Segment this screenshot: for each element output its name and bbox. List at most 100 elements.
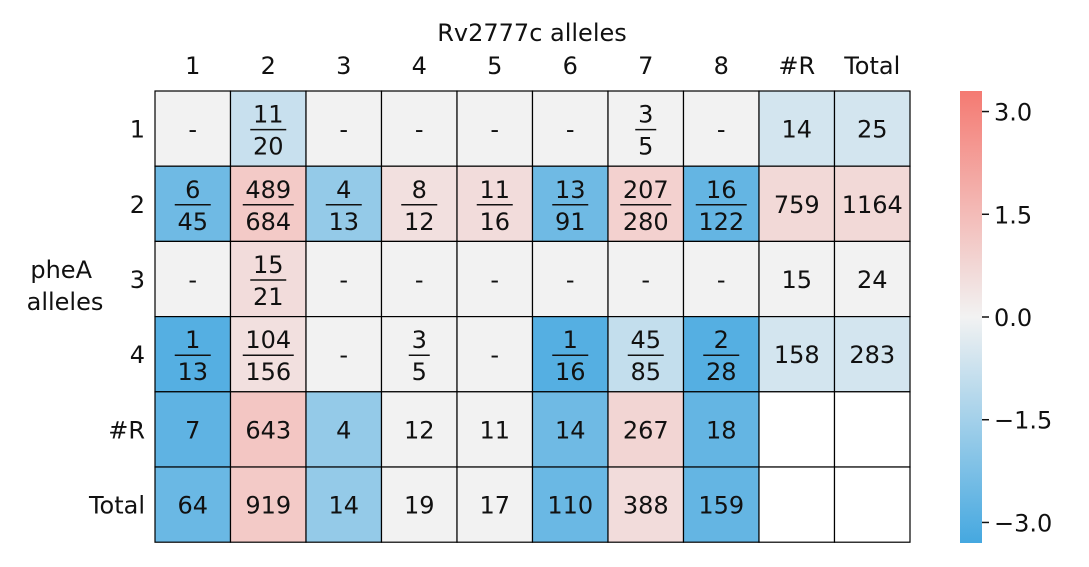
cell-value: 14 — [781, 116, 812, 144]
cell-value: - — [717, 116, 726, 144]
cell-value: 24 — [857, 266, 888, 294]
cell-value: - — [188, 116, 197, 144]
y-axis-label: pheA alleles — [27, 256, 104, 316]
cell-value: - — [339, 116, 348, 144]
heatmap-cell — [682, 391, 760, 468]
cell-denominator: 28 — [706, 358, 737, 386]
column-tick-label: Total — [843, 52, 900, 80]
cell-value: - — [566, 266, 575, 294]
cell-numerator: 1 — [563, 326, 578, 354]
cell-value: 7 — [185, 416, 200, 444]
column-tick-label: 8 — [714, 52, 729, 80]
cell-value: - — [188, 266, 197, 294]
heatmap-cell — [607, 165, 685, 242]
cell-numerator: 6 — [185, 176, 200, 204]
cell-value: 25 — [857, 116, 888, 144]
cell-value: 919 — [245, 492, 291, 520]
cell-denominator: 122 — [698, 208, 744, 236]
cell-denominator: 21 — [253, 283, 284, 311]
cell-numerator: 1 — [185, 326, 200, 354]
cell-value: 759 — [774, 191, 820, 219]
colorbar-tick-label: 0.0 — [994, 304, 1032, 332]
cell-value: 14 — [555, 416, 586, 444]
cell-denominator: 45 — [177, 208, 208, 236]
cell-value: - — [339, 266, 348, 294]
cell-value: 12 — [404, 416, 435, 444]
cell-value: - — [641, 266, 650, 294]
cell-denominator: 12 — [404, 208, 435, 236]
cell-denominator: 91 — [555, 208, 586, 236]
heatmap-cell — [833, 466, 911, 543]
cell-denominator: 5 — [638, 133, 653, 161]
column-tick-label: #R — [778, 52, 815, 80]
cell-value: 18 — [706, 416, 737, 444]
heatmap-cell — [531, 165, 609, 242]
heatmap-cell — [758, 391, 836, 468]
colorbar: 3.0 1.5 0.0 −1.5 −3.0 — [960, 91, 1052, 543]
cell-numerator: 3 — [412, 326, 427, 354]
column-tick-label: 1 — [185, 52, 200, 80]
heatmap-cell — [154, 90, 232, 167]
cell-value: 11 — [479, 416, 510, 444]
column-tick-label: 4 — [412, 52, 427, 80]
heatmap-cell — [607, 316, 685, 393]
heatmap-cell — [531, 391, 609, 468]
heatmap-cell — [833, 391, 911, 468]
cell-denominator: 20 — [253, 133, 284, 161]
cell-numerator: 16 — [706, 176, 737, 204]
cell-value: - — [490, 116, 499, 144]
heatmap-cell — [154, 316, 232, 393]
heatmap-cell — [531, 466, 609, 543]
cell-denominator: 156 — [245, 358, 291, 386]
cell-value: - — [415, 266, 424, 294]
heatmap-cell — [833, 240, 911, 318]
cell-value: 267 — [623, 416, 669, 444]
heatmap-cell — [154, 466, 232, 543]
y-axis-label-line-1: pheA — [30, 256, 92, 284]
cell-denominator: 13 — [177, 358, 208, 386]
cell-value: 19 — [404, 492, 435, 520]
row-tick-label: 2 — [130, 191, 145, 219]
cell-numerator: 4 — [336, 176, 351, 204]
heatmap-cell — [456, 466, 534, 543]
colorbar-gradient — [960, 91, 982, 543]
heatmap-cell — [607, 466, 685, 543]
cell-value: 17 — [479, 492, 510, 520]
row-tick-label: #R — [108, 416, 145, 444]
heatmap-cell — [380, 90, 458, 167]
heatmap-cell — [682, 240, 760, 318]
cell-denominator: 85 — [630, 358, 661, 386]
cell-value: - — [415, 116, 424, 144]
cell-denominator: 280 — [623, 208, 669, 236]
column-tick-label: 3 — [336, 52, 351, 80]
cell-numerator: 104 — [245, 326, 291, 354]
cell-value: 4 — [336, 416, 351, 444]
cell-numerator: 45 — [630, 326, 661, 354]
heatmap-cell — [380, 466, 458, 543]
cell-denominator: 5 — [412, 358, 427, 386]
heatmap-cell — [758, 240, 836, 318]
heatmap-cells — [154, 90, 911, 543]
cell-numerator: 11 — [479, 176, 510, 204]
chart-title: Rv2777c alleles — [437, 19, 627, 47]
column-tick-labels: 1 2 3 4 5 6 7 8 #R Total — [185, 52, 900, 80]
heatmap-cell — [833, 165, 911, 242]
cell-value: 643 — [245, 416, 291, 444]
column-tick-label: 5 — [487, 52, 502, 80]
cell-numerator: 2 — [714, 326, 729, 354]
cell-value: 388 — [623, 492, 669, 520]
cell-value: 283 — [849, 341, 895, 369]
heatmap-cell — [682, 90, 760, 167]
cell-numerator: 207 — [623, 176, 669, 204]
heatmap-cell — [305, 240, 383, 318]
cell-numerator: 489 — [245, 176, 291, 204]
heatmap-cell — [456, 240, 534, 318]
y-axis-label-line-2: alleles — [27, 288, 104, 316]
cell-value: 15 — [781, 266, 812, 294]
heatmap-cell — [758, 316, 836, 393]
heatmap-cell — [682, 165, 760, 242]
cell-denominator: 13 — [328, 208, 359, 236]
cell-numerator: 15 — [253, 251, 284, 279]
cell-value: - — [566, 116, 575, 144]
